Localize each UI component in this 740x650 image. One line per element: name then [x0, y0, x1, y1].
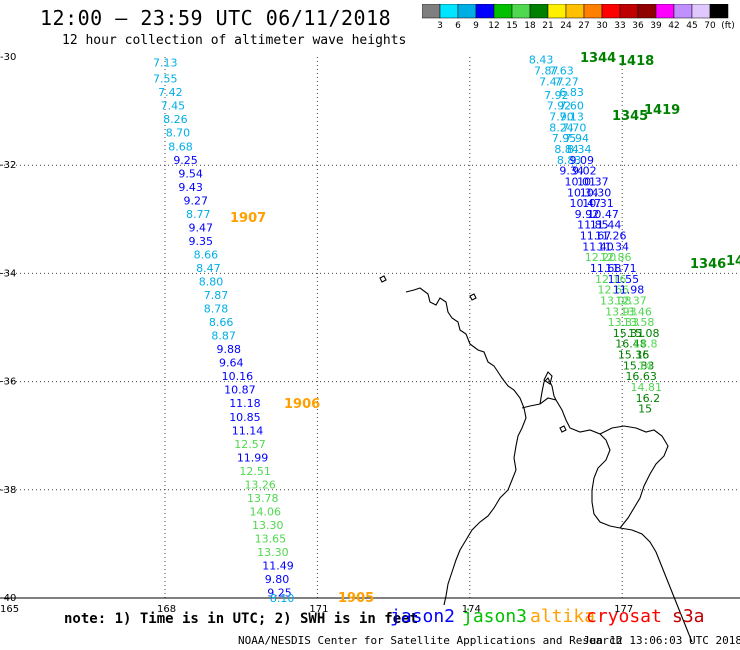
wave-height-label: 7.45: [161, 100, 186, 113]
wave-height-label: 11.49: [262, 560, 294, 573]
wave-height-label: 13.65: [255, 532, 287, 545]
offshore-islet-2: [470, 294, 476, 300]
altimeter-tracks: 7.13 7.557.427.458.268.708.689.259.549.43…: [153, 51, 740, 606]
wave-height-label: 9.25: [173, 154, 198, 167]
pass-time-label: 1344: [580, 51, 616, 66]
lat-tick-label: -30: [0, 52, 16, 63]
wave-height-label: 10.87: [224, 384, 256, 397]
wave-height-label: 12.57: [234, 438, 266, 451]
wave-height-label: 8.80: [199, 276, 224, 289]
wave-height-label: 10.85: [229, 411, 261, 424]
wave-height-label: 15: [638, 403, 652, 416]
legend-jason3: jason3: [462, 606, 527, 627]
wave-height-label: 13.30: [257, 546, 289, 559]
lat-tick-label: -34: [0, 268, 16, 279]
wave-height-label: 8.77: [186, 208, 211, 221]
offshore-islet-3: [560, 426, 566, 432]
wave-height-label: 11.18: [229, 397, 261, 410]
north-island-outline: [406, 288, 526, 605]
lat-tick-label: -40: [0, 593, 16, 604]
wave-height-label: 9.54: [178, 167, 203, 180]
wave-height-label: 7.13: [153, 56, 178, 69]
wave-height-label: 7.42: [158, 86, 183, 99]
pass-time-label: 1418: [618, 54, 654, 69]
wave-height-label: 11.14: [232, 424, 263, 437]
lat-tick-label: -38: [0, 485, 16, 496]
wave-height-label: 8.68: [168, 140, 193, 153]
wave-height-label: 9.35: [189, 235, 214, 248]
wave-height-label: 14.06: [250, 505, 282, 518]
wave-height-label: 11.99: [237, 451, 269, 464]
wave-height-label: 13.78: [247, 492, 278, 505]
wave-height-label: 13.26: [244, 478, 276, 491]
wave-height-label: 8.87: [211, 330, 236, 343]
pass-time-label: 1419: [644, 103, 680, 118]
wave-height-label: 9.47: [189, 221, 214, 234]
wave-height-label: 8.70: [166, 127, 191, 140]
legend-s3a: s3a: [672, 606, 705, 627]
wave-height-label: 8.78: [204, 303, 229, 316]
wave-height-label: 8.66: [209, 316, 234, 329]
wave-height-label: 6.83: [559, 86, 584, 99]
wave-height-label: 9.88: [217, 343, 242, 356]
pass-time-label: 1346: [690, 257, 726, 272]
wave-height-label: 8.26: [163, 113, 188, 126]
lat-tick-label: -36: [0, 377, 16, 388]
legend-jason2: jason2: [390, 606, 455, 627]
wave-height-label: 10.16: [222, 370, 254, 383]
east-cape-coast: [600, 426, 668, 528]
wave-height-label: 14: [638, 359, 652, 372]
wave-height-label: 12.51: [239, 465, 270, 478]
wave-height-label: 7.87: [204, 289, 229, 302]
pass-time-label: 1906: [284, 397, 320, 412]
pass-time-label: 1905: [338, 591, 374, 606]
generation-timestamp: Jun 12 13:06:03 UTC 2018: [583, 634, 740, 647]
units-note: note: 1) Time is in UTC; 2) SWH is in fe…: [64, 611, 418, 627]
pass-time-label: 1345: [612, 109, 648, 124]
axis-labels: 165 168 171 174 177 -30 -32 -34 -36 -38 -40: [0, 52, 633, 615]
wave-height-label: 9.64: [219, 357, 244, 370]
credit-line: NOAA/NESDIS Center for Satellite Applica…: [238, 634, 622, 647]
wave-height-label: 9.43: [178, 181, 203, 194]
pass-time-label: 14: [726, 254, 740, 269]
wave-height-label: 9.27: [183, 194, 208, 207]
wave-height-label: 8.47: [196, 262, 221, 275]
wave-height-label: 8.10: [270, 592, 295, 605]
pass-time-label: 1907: [230, 211, 266, 226]
lon-tick-label: 165: [0, 604, 19, 615]
legend-cryosat: cryosat: [586, 606, 662, 627]
lat-tick-label: -32: [0, 160, 16, 171]
wave-height-label: 7.55: [153, 73, 178, 86]
offshore-islet-1: [380, 276, 386, 282]
wave-height-label: 9.80: [265, 573, 290, 586]
wave-height-label: 13.30: [252, 519, 284, 532]
wave-height-label: 8.66: [194, 248, 219, 261]
